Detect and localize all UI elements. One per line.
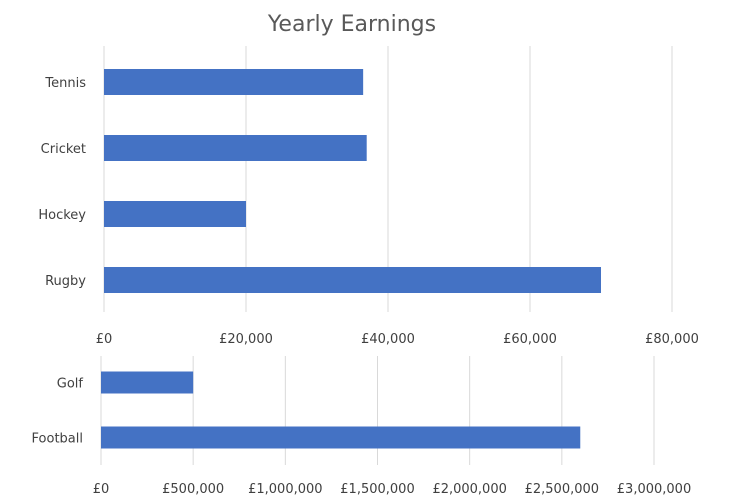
x-tick-label: £1,000,000	[248, 482, 322, 497]
chart-title: Yearly Earnings	[267, 12, 436, 37]
x-tick-label: £1,500,000	[340, 482, 414, 497]
category-label: Cricket	[41, 142, 86, 157]
x-tick-label: £2,000,000	[432, 482, 506, 497]
x-tick-label: £3,000,000	[617, 482, 691, 497]
x-tick-label: £40,000	[361, 332, 415, 347]
bar-hockey	[104, 201, 246, 227]
top-panel: £0 £20,000 £40,000 £60,000 £80,000 Tennis Cric…	[38, 46, 699, 347]
category-label: Rugby	[45, 274, 86, 289]
x-tick-label: £0	[96, 332, 113, 347]
category-label: Football	[32, 432, 83, 447]
x-tick-label: £20,000	[219, 332, 273, 347]
category-label: Golf	[57, 377, 84, 392]
x-tick-label: £500,000	[162, 482, 224, 497]
x-tick-label: £0	[93, 482, 110, 497]
x-tick-label: £60,000	[503, 332, 557, 347]
bar-cricket	[104, 135, 367, 161]
bar-rugby	[104, 267, 601, 293]
bar-golf	[101, 371, 194, 394]
bottom-panel: £0 £500,000 £1,000,000 £1,500,000 £2,000,000…	[32, 356, 691, 497]
bar-football	[101, 426, 581, 449]
bar-tennis	[104, 69, 364, 95]
x-tick-label: £2,500,000	[525, 482, 599, 497]
category-label: Hockey	[38, 208, 86, 223]
category-label: Tennis	[44, 76, 86, 91]
x-tick-label: £80,000	[645, 332, 699, 347]
